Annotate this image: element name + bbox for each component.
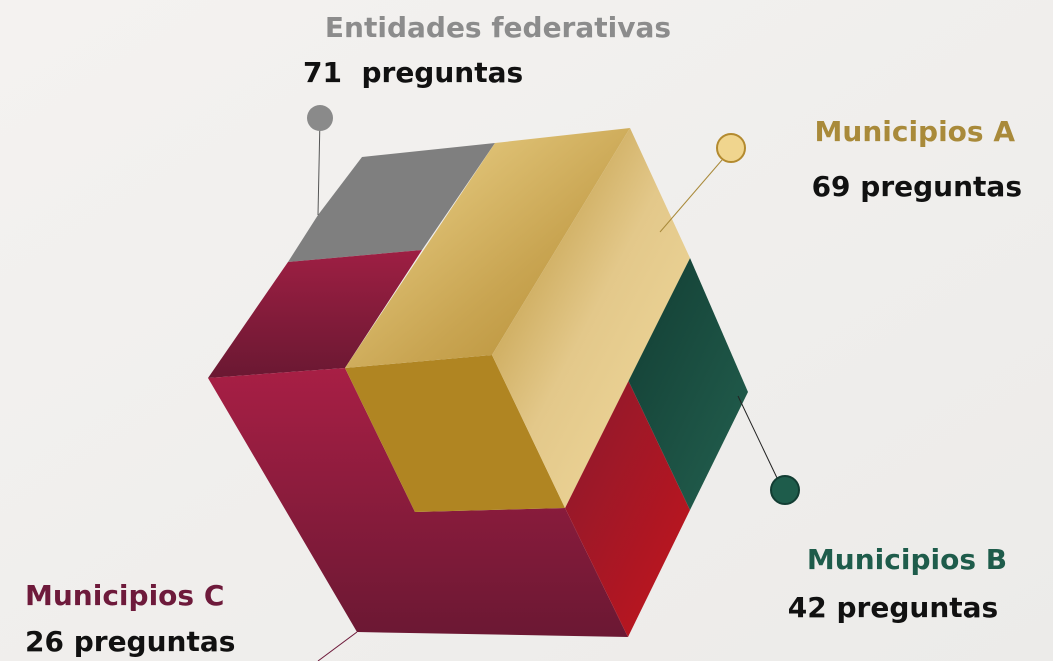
node-label: Municipios B bbox=[807, 543, 1007, 576]
node-count: 71 preguntas bbox=[303, 56, 523, 89]
node-label: Entidades federativas bbox=[325, 11, 671, 44]
dot bbox=[770, 475, 800, 505]
gold-top-face bbox=[345, 128, 630, 368]
dot bbox=[716, 133, 746, 163]
node-count: 42 preguntas bbox=[788, 591, 998, 624]
red-face bbox=[565, 380, 690, 637]
maroon-top-face bbox=[208, 250, 422, 378]
connector bbox=[317, 117, 321, 216]
node-label: Municipios A bbox=[815, 115, 1016, 148]
node-count: 26 preguntas bbox=[25, 625, 235, 658]
connector bbox=[317, 631, 358, 662]
node-label: Municipios C bbox=[25, 579, 224, 612]
connector bbox=[659, 159, 723, 233]
cube bbox=[208, 128, 748, 637]
gray-face bbox=[288, 143, 495, 262]
connectors bbox=[307, 105, 800, 662]
gold-front-face bbox=[345, 355, 565, 512]
node-count: 69 preguntas bbox=[812, 170, 1022, 203]
gold-right-face bbox=[492, 128, 690, 508]
maroon-face bbox=[208, 368, 628, 637]
connector bbox=[737, 395, 779, 481]
dot bbox=[307, 105, 333, 131]
